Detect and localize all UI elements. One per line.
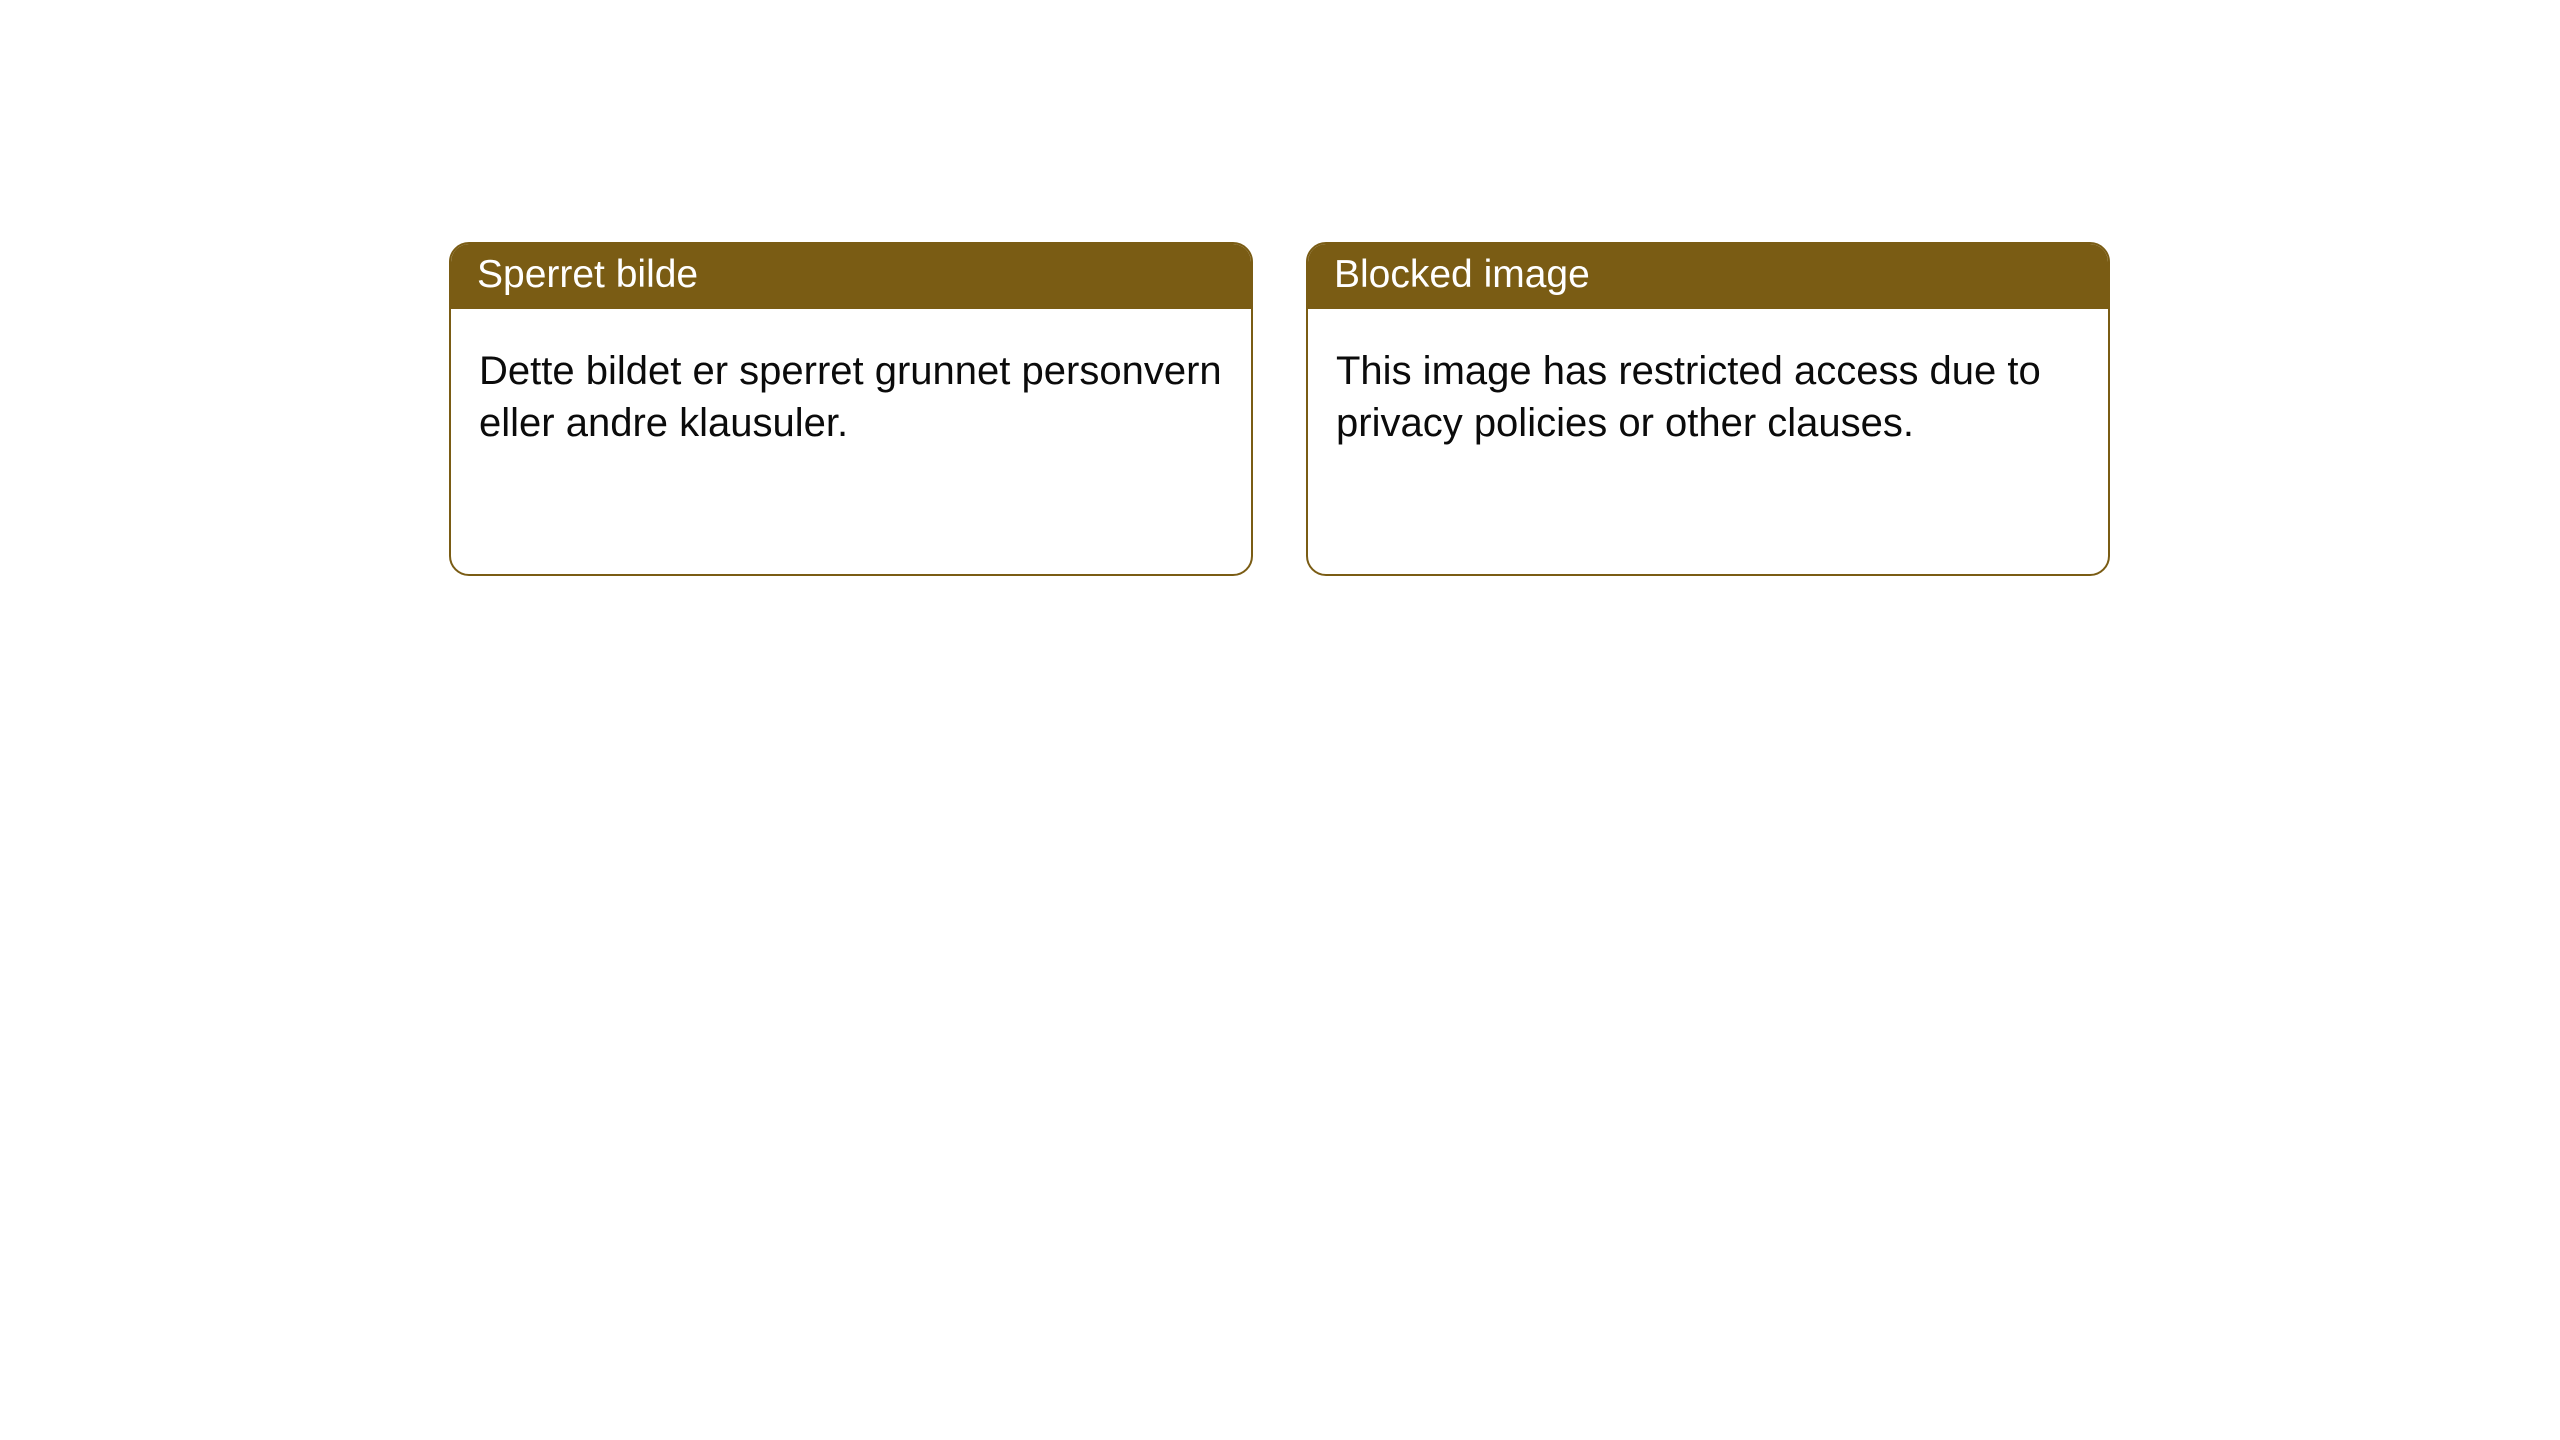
notice-container: Sperret bilde Dette bildet er sperret gr… — [0, 0, 2560, 576]
card-title: Sperret bilde — [477, 253, 698, 296]
card-body-text: This image has restricted access due to … — [1336, 349, 2041, 445]
card-body: Dette bildet er sperret grunnet personve… — [451, 309, 1251, 485]
card-body: This image has restricted access due to … — [1308, 309, 2108, 485]
card-title: Blocked image — [1334, 253, 1590, 296]
notice-card-norwegian: Sperret bilde Dette bildet er sperret gr… — [449, 242, 1253, 576]
card-body-text: Dette bildet er sperret grunnet personve… — [479, 349, 1222, 445]
card-header: Sperret bilde — [451, 244, 1251, 309]
card-header: Blocked image — [1308, 244, 2108, 309]
notice-card-english: Blocked image This image has restricted … — [1306, 242, 2110, 576]
